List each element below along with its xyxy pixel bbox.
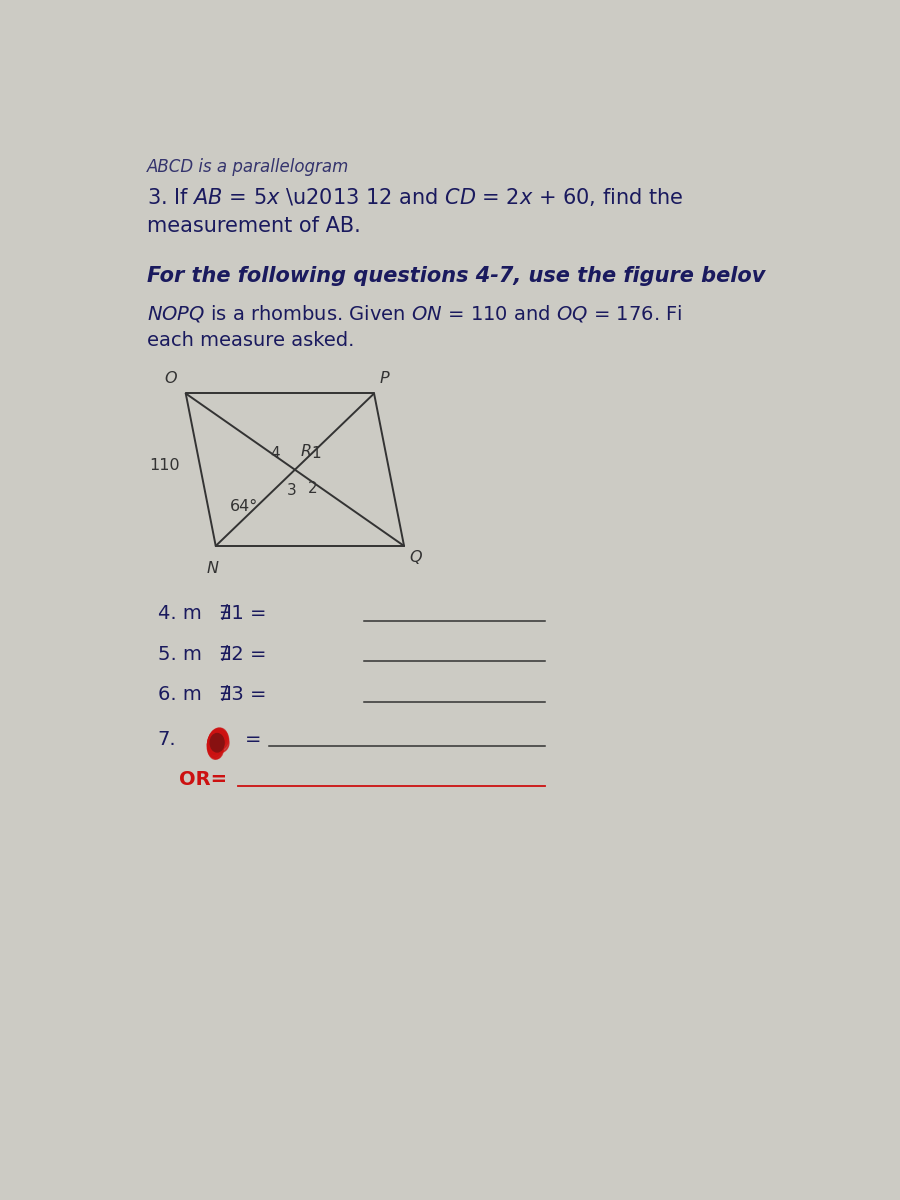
- Text: P: P: [380, 371, 390, 386]
- Text: 3: 3: [286, 482, 296, 498]
- Text: $\mathit{NOPQ}$ is a rhombus. Given $\mathit{ON}$ = 110 and $\mathit{OQ}$ = 176.: $\mathit{NOPQ}$ is a rhombus. Given $\ma…: [148, 302, 682, 324]
- Ellipse shape: [210, 732, 229, 752]
- Text: 4. m: 4. m: [158, 604, 202, 623]
- Ellipse shape: [208, 730, 224, 755]
- Text: 1: 1: [311, 445, 320, 461]
- Circle shape: [211, 733, 224, 752]
- Text: =: =: [245, 730, 262, 749]
- Text: N: N: [206, 560, 219, 576]
- Ellipse shape: [208, 733, 223, 758]
- Text: 4: 4: [271, 445, 280, 461]
- Ellipse shape: [210, 730, 229, 751]
- Text: 110: 110: [149, 457, 180, 473]
- Text: ∄2 =: ∄2 =: [219, 644, 266, 664]
- Ellipse shape: [207, 733, 223, 760]
- Text: For the following questions 4-7, use the figure belov: For the following questions 4-7, use the…: [148, 266, 766, 286]
- Text: 64°: 64°: [230, 499, 258, 514]
- Text: ∄3 =: ∄3 =: [219, 685, 266, 704]
- Text: 3. If $\mathit{AB}$ = 5$\mathit{x}$ \u2013 12 and $\mathit{CD}$ = 2$\mathit{x}$ : 3. If $\mathit{AB}$ = 5$\mathit{x}$ \u20…: [148, 186, 684, 208]
- Text: 6. m: 6. m: [158, 685, 202, 704]
- Text: R: R: [301, 444, 311, 458]
- Ellipse shape: [209, 728, 228, 750]
- Text: OR=: OR=: [179, 769, 227, 788]
- Text: 7.: 7.: [158, 730, 176, 749]
- Text: Q: Q: [410, 551, 422, 565]
- Text: 2: 2: [308, 481, 317, 496]
- Text: ABCD is a parallelogram: ABCD is a parallelogram: [148, 158, 350, 176]
- Text: 5. m: 5. m: [158, 644, 202, 664]
- Text: ∄1 =: ∄1 =: [219, 604, 266, 623]
- Text: O: O: [164, 371, 176, 386]
- Text: measurement of AB.: measurement of AB.: [148, 216, 361, 236]
- Text: each measure asked.: each measure asked.: [148, 331, 355, 349]
- Ellipse shape: [207, 732, 223, 757]
- Ellipse shape: [208, 728, 226, 751]
